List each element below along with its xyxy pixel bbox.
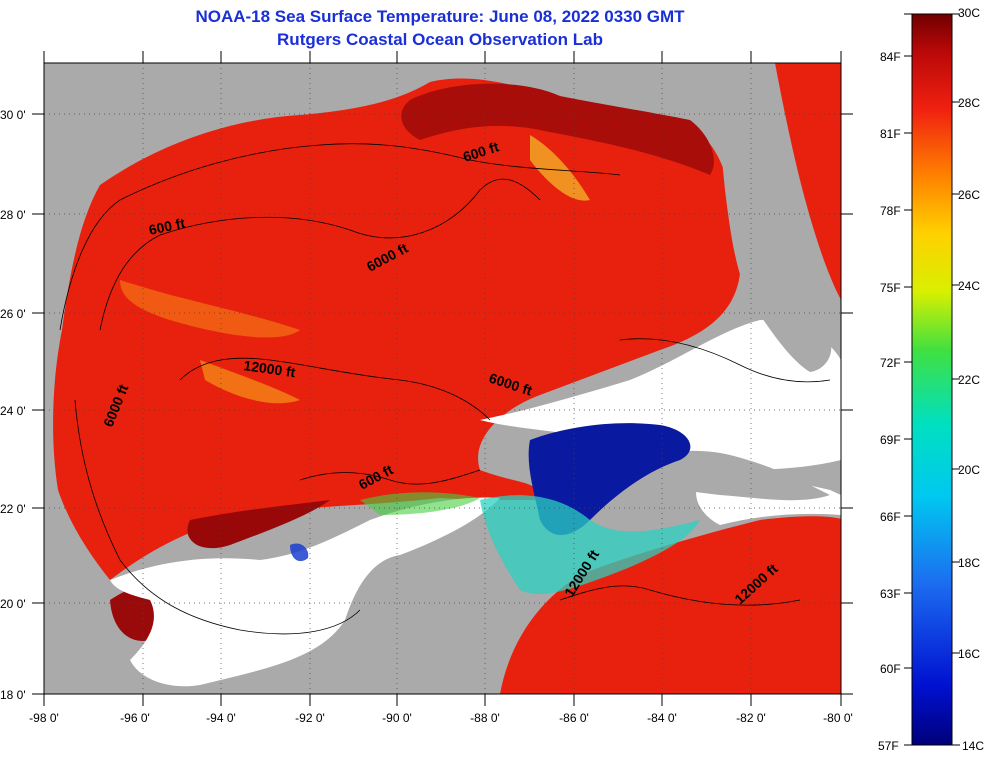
colorbar-celsius-label: 14C xyxy=(962,739,985,753)
lat-tick-label: 18 0' xyxy=(0,688,26,702)
warm-streak-3 xyxy=(530,135,590,201)
lon-tick-label: -98 0' xyxy=(29,711,59,725)
cold-spots-west xyxy=(290,543,309,562)
cloud-gulf-south xyxy=(110,497,500,687)
colorbar-celsius-label: 24C xyxy=(958,279,981,293)
caribbean-water xyxy=(500,516,841,694)
colorbar-fahrenheit-label: 57F xyxy=(878,739,899,753)
lon-tick-label: -86 0' xyxy=(559,711,589,725)
colorbar-celsius-label: 16C xyxy=(958,647,981,661)
colorbar-fahrenheit-label: 72F xyxy=(880,356,901,370)
colorbar-fahrenheit-label: 66F xyxy=(880,510,901,524)
contour-label-600ft-west: 600 ft xyxy=(147,215,186,238)
colorbar-fahrenheit-label: 78F xyxy=(880,204,901,218)
lat-tick-label: 26 0' xyxy=(0,307,26,321)
axis-ticks xyxy=(32,51,853,706)
lon-tick-label: -96 0' xyxy=(120,711,150,725)
lat-tick-label: 20 0' xyxy=(0,597,26,611)
gulf-water xyxy=(53,78,741,580)
hot-band-campeche xyxy=(187,500,330,549)
lon-tick-label: -94 0' xyxy=(206,711,236,725)
contour-label-12000ft-gulf: 12000 ft xyxy=(243,357,297,380)
atlantic-water xyxy=(775,63,841,300)
colorbar-fahrenheit-label: 60F xyxy=(880,662,901,676)
colorbar-celsius-label: 18C xyxy=(958,556,981,570)
lat-tick-label: 30 0' xyxy=(0,108,26,122)
lat-tick-label: 24 0' xyxy=(0,404,26,418)
green-band xyxy=(360,492,480,515)
plot-frame xyxy=(43,62,842,695)
lon-tick-label: -84 0' xyxy=(647,711,677,725)
lon-tick-label: -80 0' xyxy=(823,711,853,725)
colorbar-celsius-label: 28C xyxy=(958,96,981,110)
colorbar-celsius-label: 20C xyxy=(958,463,981,477)
map-title: NOAA-18 Sea Surface Temperature: June 08… xyxy=(195,7,685,26)
warm-streak-2 xyxy=(200,360,300,404)
warm-streak-1 xyxy=(120,280,300,338)
lat-tick-label: 28 0' xyxy=(0,208,26,222)
lon-tick-label: -82 0' xyxy=(736,711,766,725)
colorbar-ticks xyxy=(904,13,960,746)
lon-tick-label: -92 0' xyxy=(295,711,325,725)
colorbar xyxy=(911,13,953,746)
colorbar-fahrenheit-label: 81F xyxy=(880,127,901,141)
hot-shelf-north xyxy=(401,83,714,175)
lon-tick-label: -90 0' xyxy=(382,711,412,725)
lat-tick-label: 22 0' xyxy=(0,502,26,516)
colorbar-fahrenheit-label: 63F xyxy=(880,587,901,601)
colorbar-fahrenheit-label: 75F xyxy=(880,281,901,295)
sst-field: 600 ft 600 ft 6000 ft 12000 ft 6000 ft 6… xyxy=(44,63,841,694)
colorbar-celsius-label: 22C xyxy=(958,373,981,387)
bathymetry-contours xyxy=(59,143,831,635)
colorbar-celsius-label: 30C xyxy=(958,6,981,20)
colorbar-fahrenheit-label: 69F xyxy=(880,433,901,447)
colorbar-celsius-label: 26C xyxy=(958,188,981,202)
graticule xyxy=(44,63,841,694)
lon-tick-label: -88 0' xyxy=(470,711,500,725)
cold-transition xyxy=(480,495,700,595)
florida-land xyxy=(720,140,832,372)
colorbar-fahrenheit-label: 84F xyxy=(880,50,901,64)
map-subtitle: Rutgers Coastal Ocean Observation Lab xyxy=(277,30,603,49)
